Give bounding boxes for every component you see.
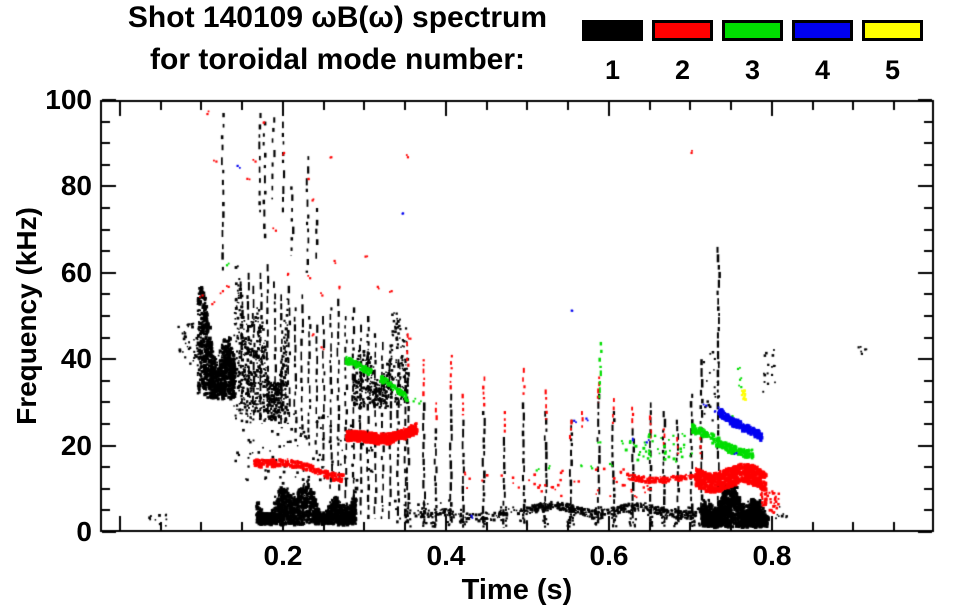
- y-axis-label: Frequency (kHz): [11, 207, 42, 425]
- y-tick-label: 80: [60, 170, 92, 202]
- x-tick-label: 0.8: [752, 540, 792, 571]
- x-tick-label: 0.2: [263, 540, 303, 571]
- y-tick-label: 0: [76, 516, 92, 547]
- x-tick-label: 0.6: [589, 540, 629, 571]
- y-tick-label: 100: [45, 84, 92, 115]
- y-tick-label: 40: [60, 343, 92, 375]
- x-tick-label: 0.4: [426, 540, 466, 571]
- y-tick-label: 60: [60, 256, 92, 288]
- x-axis-label: Time (s): [461, 574, 573, 606]
- y-tick-label: 20: [60, 429, 92, 461]
